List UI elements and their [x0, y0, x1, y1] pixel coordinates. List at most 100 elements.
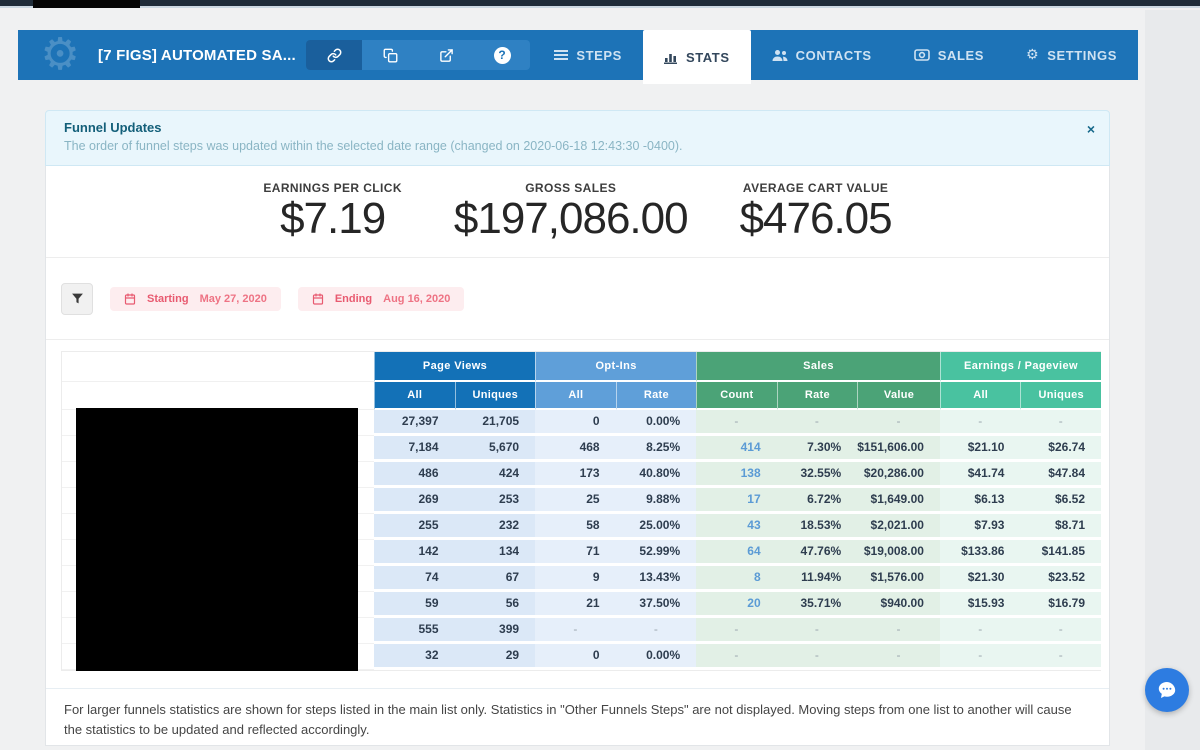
- table-cell: $940.00: [857, 592, 940, 618]
- open-funnel-button[interactable]: [418, 40, 474, 70]
- help-button[interactable]: ?: [474, 40, 530, 70]
- tab-label: STATS: [685, 49, 730, 65]
- tab-settings[interactable]: ⚙ SETTINGS: [1005, 30, 1138, 80]
- table-cell: 399: [454, 618, 536, 644]
- tab-sales[interactable]: SALES: [893, 30, 1005, 80]
- funnel-title: [7 FIGS] AUTOMATED SA...: [98, 46, 296, 64]
- table-cell: 468: [535, 436, 616, 462]
- stat-label: AVERAGE CART VALUE: [742, 180, 889, 195]
- table-cell: 21,705: [454, 410, 536, 436]
- table-cell: -: [1020, 618, 1101, 644]
- table-cell: 13.43%: [615, 566, 697, 592]
- tab-label: CONTACTS: [795, 47, 872, 63]
- table-cell: 253: [454, 488, 536, 514]
- stat-value: $7.19: [280, 193, 386, 243]
- funnel-toolbar: ?: [306, 40, 530, 70]
- table-cell: 27,397: [374, 410, 455, 436]
- filter-bar: Starting May 27, 2020 Ending Aug 16, 202…: [46, 258, 1109, 340]
- table-cell: 35.71%: [776, 592, 858, 618]
- chat-bubble-icon: [1155, 678, 1179, 702]
- ending-date-picker[interactable]: Ending Aug 16, 2020: [297, 286, 465, 311]
- summary-stats: EARNINGS PER CLICK $7.19 GROSS SALES $19…: [46, 166, 1109, 258]
- contacts-people-icon: [772, 49, 788, 62]
- table-cell: 67: [454, 566, 536, 592]
- column-header-all: All: [374, 382, 455, 410]
- table-cell: 486: [374, 462, 455, 488]
- stat-label: GROSS SALES: [525, 180, 617, 195]
- date-label: Starting: [147, 292, 189, 305]
- table-cell: 7,184: [374, 436, 455, 462]
- table-cell[interactable]: 414: [696, 436, 777, 462]
- table-cell[interactable]: 138: [696, 462, 777, 488]
- column-header-all: All: [939, 382, 1021, 410]
- column-header-all: All: [535, 382, 616, 410]
- funnel-updates-alert: Funnel Updates The order of funnel steps…: [45, 110, 1110, 166]
- topbar: [0, 0, 1200, 8]
- table-cell: $1,649.00: [857, 488, 940, 514]
- close-icon[interactable]: ×: [1086, 121, 1095, 137]
- table-cell: 134: [454, 540, 536, 566]
- table-cell: 232: [454, 514, 536, 540]
- table-cell: 71: [535, 540, 616, 566]
- date-value: May 27, 2020: [199, 292, 267, 305]
- footer-note: For larger funnels statistics are shown …: [46, 688, 1109, 750]
- date-value: Aug 16, 2020: [383, 292, 451, 305]
- column-header-value: Value: [857, 382, 940, 410]
- table-cell: $141.85: [1020, 540, 1101, 566]
- table-cell: $16.79: [1020, 592, 1101, 618]
- table-cell: 21: [535, 592, 616, 618]
- share-link-button[interactable]: [306, 40, 362, 70]
- tab-stats[interactable]: STATS: [642, 30, 751, 84]
- table-cell[interactable]: 17: [696, 488, 777, 514]
- filter-button[interactable]: [61, 282, 93, 315]
- table-cell: 11.94%: [776, 566, 858, 592]
- table-cell: -: [939, 410, 1021, 436]
- table-cell: -: [776, 644, 858, 670]
- tab-contacts[interactable]: CONTACTS: [751, 30, 893, 80]
- table-cell: 25.00%: [615, 514, 697, 540]
- steps-list-icon: [554, 49, 569, 61]
- table-cell[interactable]: 8: [696, 566, 777, 592]
- table-cell: $47.84: [1020, 462, 1101, 488]
- table-cell: $21.10: [939, 436, 1021, 462]
- table-cell: 5,670: [454, 436, 536, 462]
- table-cell: 7.30%: [776, 436, 858, 462]
- table-cell: 8.25%: [615, 436, 697, 462]
- column-group-sales: Sales: [696, 352, 940, 382]
- table-cell: 32.55%: [776, 462, 858, 488]
- tab-steps[interactable]: STEPS: [533, 30, 643, 80]
- calendar-icon: [124, 292, 136, 305]
- table-cell: 9.88%: [615, 488, 697, 514]
- table-cell: -: [615, 618, 697, 644]
- table-cell[interactable]: 20: [696, 592, 777, 618]
- column-group-opt-ins: Opt-Ins: [535, 352, 697, 382]
- table-cell: 58: [535, 514, 616, 540]
- stat-gross-sales: GROSS SALES $197,086.00: [453, 180, 689, 243]
- starting-date-picker[interactable]: Starting May 27, 2020: [110, 286, 281, 311]
- table-cell: 0.00%: [615, 644, 697, 670]
- table-cell: $19,008.00: [857, 540, 940, 566]
- table-cell: 255: [374, 514, 455, 540]
- table-cell: -: [1020, 644, 1101, 670]
- table-cell: $133.86: [939, 540, 1021, 566]
- stat-value: $197,086.00: [453, 193, 689, 243]
- calendar-icon: [312, 292, 324, 305]
- column-header-uniques: Uniques: [454, 382, 536, 410]
- table-cell: 173: [535, 462, 616, 488]
- table-cell[interactable]: 43: [696, 514, 777, 540]
- table-cell: 6.72%: [776, 488, 858, 514]
- stat-earnings-per-click: EARNINGS PER CLICK $7.19: [263, 181, 402, 243]
- funnel-navbar: ⚙ [7 FIGS] AUTOMATED SA... ? STEPS: [18, 30, 1138, 84]
- settings-gear-icon: ⚙: [1026, 47, 1040, 63]
- clone-funnel-button[interactable]: [362, 40, 418, 70]
- chat-widget-button[interactable]: [1145, 668, 1189, 712]
- table-cell: $26.74: [1020, 436, 1101, 462]
- table-cell[interactable]: 64: [696, 540, 777, 566]
- table-cell: $6.13: [939, 488, 1021, 514]
- table-corner-cell: [62, 352, 374, 382]
- table-cell: -: [857, 410, 940, 436]
- table-cell: -: [939, 618, 1021, 644]
- clone-icon: [383, 48, 398, 63]
- funnel-filter-icon: [71, 292, 84, 305]
- table-cell: $1,576.00: [857, 566, 940, 592]
